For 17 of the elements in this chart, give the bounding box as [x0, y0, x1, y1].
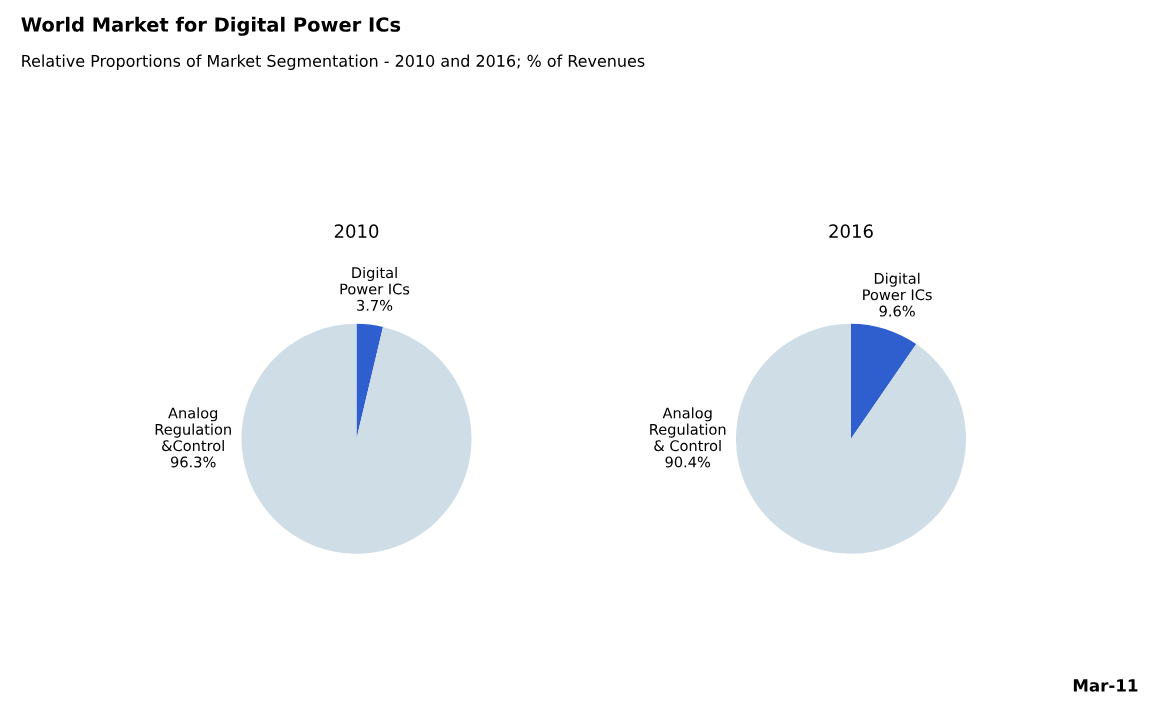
slice-label: Analog Regulation & Control [650, 407, 726, 452]
text: Relative Proportions of Market Segmentation - 2010 and 2016; % of Revenues [22, 54, 645, 71]
data-label: 3.7% [357, 299, 393, 311]
data-label: 9.6% [879, 305, 915, 317]
text: Mar-11 [1073, 679, 1138, 692]
chart-title: 2010 [334, 224, 379, 238]
pie-slice [736, 323, 966, 554]
text: World Market for Digital Power ICs [21, 16, 401, 36]
data-label: 96.3% [170, 456, 216, 468]
slice-label: Digital Power ICs [863, 272, 932, 301]
pie-slice [851, 323, 917, 439]
slice-label: Analog Regulation &Control [155, 407, 231, 452]
pie-slice [356, 323, 383, 439]
pie-slice [241, 323, 472, 554]
slice-label: Digital Power ICs [340, 266, 410, 295]
chart-title: 2016 [829, 224, 873, 238]
data-label: 90.4% [665, 456, 711, 468]
